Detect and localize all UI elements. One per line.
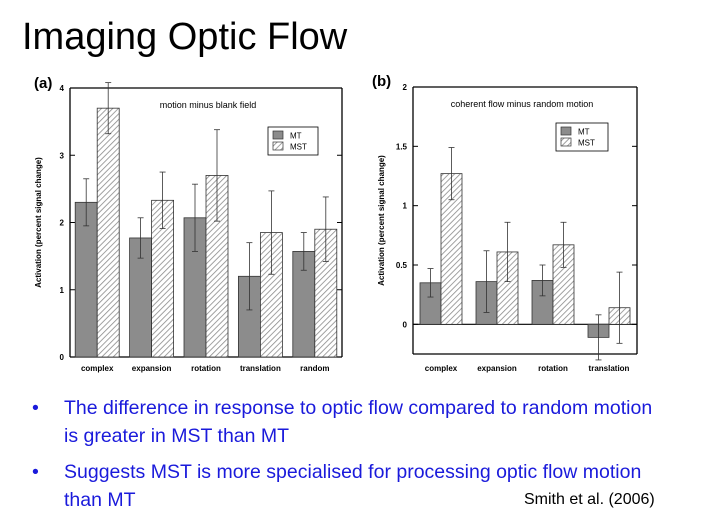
legend-label: MST	[578, 139, 595, 148]
optic-flow-figure: (a) 0 1 2 3 4 Activation (percent signal chang…	[34, 73, 638, 373]
citation: Smith et al. (2006)	[524, 491, 655, 508]
y-tick-label: 1.5	[396, 142, 408, 151]
y-axis-label: Activation (percent signal change)	[377, 155, 386, 286]
legend-label: MT	[290, 132, 302, 141]
y-tick-label: 0	[60, 353, 65, 362]
legend-swatch	[272, 130, 284, 140]
legend-label: MST	[290, 143, 307, 152]
panel-label: (a)	[34, 75, 52, 92]
chart-panel-b: (b) 0 0.5 1 1.5 2 Activation (percent signal c…	[372, 73, 638, 373]
legend-label: MT	[578, 128, 590, 137]
y-tick-label: 1	[403, 202, 408, 211]
y-tick-label: 3	[60, 151, 65, 160]
bar-mst	[96, 107, 120, 358]
bullet-marker: •	[32, 397, 39, 419]
y-tick-label: 2	[403, 83, 408, 92]
x-category-label: complex	[81, 364, 114, 373]
y-tick-label: 0	[403, 320, 408, 329]
y-tick-label: 4	[60, 84, 65, 93]
x-category-label: rotation	[538, 364, 568, 373]
bullet-item: • Suggests MST is more specialised for pr…	[30, 458, 670, 514]
bullet-text: Suggests MST is more specialised for pro…	[64, 461, 642, 511]
legend-swatch	[560, 137, 572, 147]
legend-swatch	[560, 126, 572, 136]
y-axis-label: Activation (percent signal change)	[34, 157, 43, 288]
y-tick-label: 2	[60, 219, 65, 228]
chart-title: coherent flow minus random motion	[451, 99, 594, 109]
chart-title: motion minus blank field	[160, 100, 257, 110]
x-category-label: translation	[240, 364, 281, 373]
bullet-marker: •	[32, 461, 39, 483]
chart-panel-a: (a) 0 1 2 3 4 Activation (percent signal chang…	[34, 75, 343, 373]
slide-title: Imaging Optic Flow	[22, 16, 348, 58]
x-category-label: random	[300, 364, 329, 373]
y-tick-label: 1	[60, 286, 65, 295]
x-category-label: expansion	[132, 364, 172, 373]
x-category-label: rotation	[191, 364, 221, 373]
bullet-list: • The difference in response to optic flo…	[30, 394, 670, 522]
x-category-label: expansion	[477, 364, 517, 373]
x-category-label: translation	[589, 364, 630, 373]
bullet-text: The difference in response to optic flow…	[64, 397, 653, 447]
panel-label: (b)	[372, 73, 391, 90]
y-tick-label: 0.5	[396, 261, 408, 270]
x-category-label: complex	[425, 364, 458, 373]
legend-swatch	[272, 141, 284, 151]
bullet-item: • The difference in response to optic flo…	[30, 394, 670, 450]
